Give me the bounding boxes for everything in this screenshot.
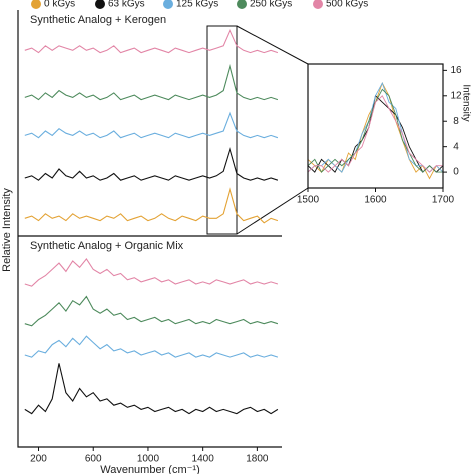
spectrum-line [24, 146, 279, 181]
x-tick-label: 1400 [192, 454, 215, 465]
legend-label: 125 kGys [176, 0, 218, 10]
y-axis-label: Intensity [460, 84, 471, 121]
spectrum-line [307, 95, 443, 173]
zoom-box [206, 25, 238, 235]
y-tick-label: 16 [450, 65, 462, 76]
legend-swatch [31, 0, 41, 9]
spectrum-line [24, 295, 279, 327]
y-tick-label: 12 [450, 90, 462, 101]
zoom-connector [236, 25, 309, 65]
panel-annotation: Synthetic Analog + Kerogen [30, 14, 166, 26]
zoom-connector [236, 187, 309, 235]
spectrum-line [24, 187, 279, 224]
spectrum-line [24, 63, 279, 101]
spectrum-line [307, 81, 444, 173]
legend-swatch [237, 0, 247, 9]
legend-label: 250 kGys [250, 0, 292, 10]
spectrum-line [307, 94, 444, 173]
spectrum-line [24, 363, 279, 415]
spectrum-line [24, 28, 279, 54]
y-tick-label: 0 [453, 167, 459, 178]
y-axis-label: Relative Intensity [1, 188, 13, 272]
spectrum-line [24, 257, 279, 287]
panel-annotation: Synthetic Analog + Organic Mix [30, 240, 184, 252]
spectrum-line [24, 111, 279, 139]
spectrum-line [24, 335, 279, 358]
legend-swatch [163, 0, 173, 9]
x-tick-label: 1800 [246, 454, 269, 465]
axis-frame [17, 10, 282, 448]
x-tick-label: 600 [85, 454, 102, 465]
legend-label: 0 kGys [44, 0, 75, 10]
legend-swatch [95, 0, 105, 9]
legend-label: 500 kGys [326, 0, 368, 10]
legend-label: 63 kGys [108, 0, 145, 10]
y-tick-label: 4 [453, 141, 459, 152]
inset-frame [307, 63, 444, 189]
x-axis-label: Wavenumber (cm⁻¹) [100, 464, 200, 474]
x-tick-label: 1600 [364, 195, 387, 206]
x-tick-label: 1000 [137, 454, 160, 465]
y-tick-label: 8 [453, 116, 459, 127]
legend-swatch [313, 0, 323, 9]
x-tick-label: 1500 [297, 195, 320, 206]
x-tick-label: 200 [30, 454, 47, 465]
x-tick-label: 1700 [432, 195, 455, 206]
